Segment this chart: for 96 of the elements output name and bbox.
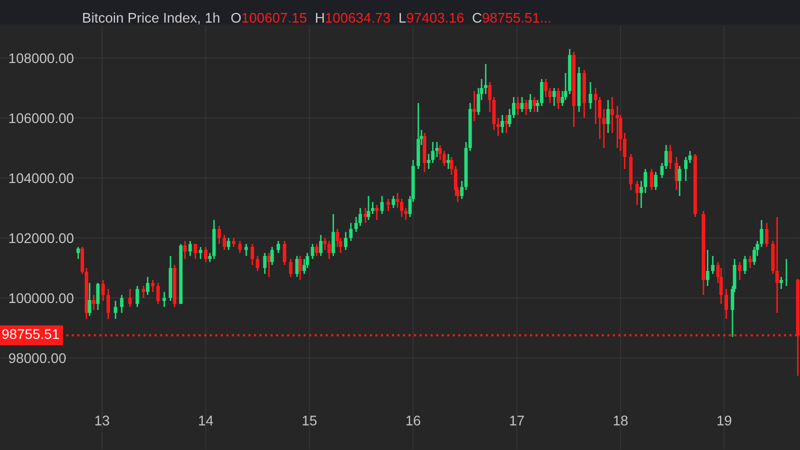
x-tick-label: 14	[199, 416, 214, 426]
candlestick	[298, 255, 302, 281]
candlestick	[204, 246, 208, 263]
candlestick	[552, 87, 556, 107]
candlestick	[226, 237, 230, 251]
candlestick	[244, 243, 248, 257]
candlestick	[678, 165, 682, 197]
text: O100607.15	[231, 12, 306, 23]
candlestick	[392, 195, 396, 209]
y-tick-label: 100000.00	[9, 293, 74, 304]
candlestick	[532, 96, 536, 113]
candlestick	[162, 291, 166, 308]
candlestick	[263, 252, 267, 275]
candlestick	[743, 255, 747, 275]
candlestick	[327, 240, 331, 260]
x-tick-label: 17	[510, 416, 524, 426]
candlestick	[344, 231, 348, 251]
candlestick	[540, 78, 544, 107]
text: C98755.51...	[472, 12, 550, 23]
candlestick	[364, 207, 368, 224]
candlestick	[524, 99, 528, 116]
candlestick	[136, 285, 139, 308]
y-tick-label: 106000.00	[9, 113, 74, 124]
candlestick	[460, 180, 464, 200]
text: L97403.16	[400, 12, 464, 23]
y-tick-label: 104000.00	[9, 173, 74, 184]
candlestick	[101, 279, 105, 302]
x-tick-label: 13	[95, 416, 110, 426]
candlestick	[516, 96, 520, 116]
candlestick	[500, 114, 504, 134]
candlestick	[289, 258, 292, 278]
candlestick	[622, 132, 626, 170]
candlestick	[606, 99, 610, 134]
candlestick	[738, 261, 742, 281]
y-tick-label: 102000.00	[9, 233, 74, 244]
candlestick	[654, 171, 658, 191]
candlestick	[748, 255, 752, 269]
candlestick	[222, 234, 226, 251]
candlestick	[375, 204, 379, 221]
candlestick	[488, 81, 492, 113]
x-tick-label: 18	[614, 416, 628, 426]
candlestick	[198, 246, 202, 260]
text: H100634.73	[316, 12, 390, 23]
candlestick	[332, 213, 335, 257]
candlestick	[151, 279, 155, 293]
candlestick	[146, 276, 150, 296]
candlestick	[528, 93, 532, 113]
candlestick	[319, 234, 323, 257]
candlestick	[784, 258, 788, 287]
candlestick	[711, 255, 715, 275]
x-tick-label: 19	[718, 416, 732, 426]
candlestick	[472, 90, 476, 122]
y-tick-label: 98000.00	[8, 353, 66, 364]
candlestick	[484, 63, 488, 95]
candlestick	[80, 246, 84, 275]
candlestick	[370, 201, 374, 215]
candlestick	[664, 144, 668, 170]
candlestick	[544, 78, 548, 98]
candlestick	[650, 168, 654, 191]
candlestick	[270, 246, 274, 266]
candlestick	[610, 96, 614, 134]
x-tick-label: 15	[302, 416, 317, 426]
candlestick	[238, 240, 242, 254]
candlestick	[504, 114, 508, 134]
candlestick	[556, 87, 560, 110]
candlestick	[76, 246, 80, 260]
candlestick	[120, 294, 124, 314]
candlestick	[92, 294, 96, 311]
x-tick-label: 16	[406, 416, 420, 426]
candlestick	[635, 180, 639, 206]
candlestick	[314, 243, 318, 257]
candlestick	[496, 117, 500, 137]
candlestick	[194, 243, 198, 260]
candlestick	[724, 288, 728, 320]
candlestick	[256, 255, 260, 272]
candlestick	[218, 225, 221, 245]
candlestick	[588, 81, 592, 110]
candlestick	[276, 240, 280, 254]
candlestick	[668, 144, 672, 170]
candlestick	[446, 153, 450, 170]
candlestick	[88, 282, 92, 317]
candlestick	[188, 240, 192, 257]
chart-title: Bitcoin Price Index, 1h	[83, 12, 220, 24]
candlestick	[250, 243, 254, 266]
ref-line-label: 98755.51	[2, 329, 59, 339]
candlestick	[706, 249, 710, 287]
candlestick	[349, 222, 353, 242]
candlestick	[616, 105, 620, 149]
candlestick	[106, 288, 110, 320]
candlestick	[780, 276, 783, 290]
candlestick	[386, 198, 390, 212]
candlestick	[96, 282, 100, 311]
candlestick	[775, 216, 779, 314]
candlestick	[684, 156, 688, 182]
y-tick-label: 108000.00	[9, 53, 74, 64]
candlestick	[765, 222, 768, 248]
